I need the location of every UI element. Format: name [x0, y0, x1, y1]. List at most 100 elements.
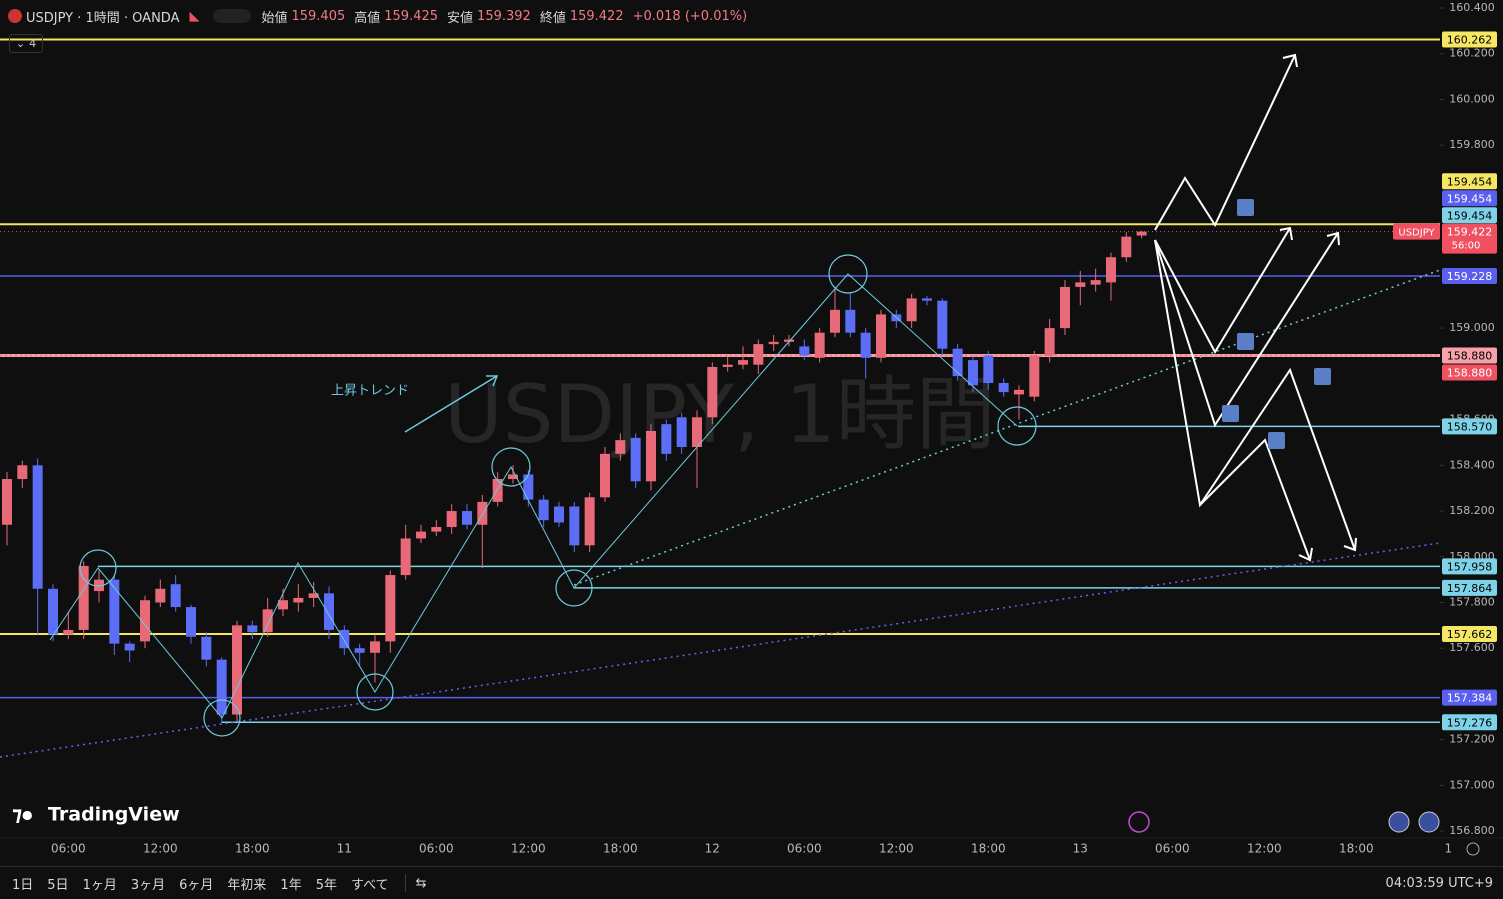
level-label: 159.454: [1447, 192, 1493, 205]
y-tick-label: 157.600: [1449, 641, 1495, 654]
level-label-bg: [1442, 558, 1497, 575]
candle-body: [768, 341, 779, 345]
x-tick-label: 12:00: [143, 842, 178, 856]
symbol[interactable]: USDJPY · 1時間 · OANDA: [26, 10, 180, 26]
level-label-bg: [1442, 207, 1497, 224]
candle-body: [247, 625, 258, 633]
level-label: 157.864: [1447, 582, 1493, 595]
candle-body: [921, 298, 932, 301]
event-icon[interactable]: [1128, 811, 1150, 833]
pivot-circles: [79, 254, 1037, 737]
period-button[interactable]: 3ヶ月: [130, 877, 166, 893]
ohlc-label: 安値: [447, 10, 474, 26]
candle-body: [1121, 236, 1132, 258]
period-button[interactable]: 1日: [12, 877, 34, 893]
y-tick-label: 160.400: [1449, 1, 1495, 14]
x-tick-label: 18:00: [235, 842, 270, 856]
candle-body: [630, 437, 641, 482]
candle-body: [109, 579, 120, 644]
candle-body: [691, 417, 702, 448]
level-label: 158.880: [1447, 350, 1493, 363]
level-label-bg: [1442, 267, 1497, 284]
level-label: 158.880: [1447, 367, 1493, 380]
candle-body: [676, 417, 687, 448]
ohlc-label: 高値: [354, 10, 381, 26]
ohlc-value: 159.405: [291, 8, 346, 24]
level-label: 157.276: [1447, 716, 1493, 729]
flag-icon[interactable]: [1388, 811, 1410, 833]
candle-body: [431, 527, 442, 532]
y-tick-label: 158.400: [1449, 458, 1495, 471]
y-tick-label: 157.000: [1449, 778, 1495, 791]
ohlc-label: 始値: [261, 10, 288, 26]
candle-body: [753, 344, 764, 365]
period-button[interactable]: 年初来: [227, 877, 267, 893]
candle-body: [461, 511, 472, 525]
candle-body: [507, 474, 518, 480]
candle-body: [737, 360, 748, 365]
y-tick-label: 158.200: [1449, 504, 1495, 517]
x-tick-label: 12:00: [879, 842, 914, 856]
flag[interactable]: ◣: [189, 8, 200, 24]
level-label-bg: [1442, 347, 1497, 364]
arrow-icons: [1222, 199, 1331, 449]
y-tick-label: 159.800: [1449, 138, 1495, 151]
period-button[interactable]: 1ヶ月: [82, 877, 117, 893]
axes: 160.400160.200160.000159.800159.000158.6…: [51, 1, 1497, 856]
settings-icon[interactable]: [1466, 842, 1480, 856]
toggles[interactable]: [213, 9, 252, 23]
candle-body: [799, 346, 810, 356]
candle-body: [415, 531, 426, 539]
level-label: 157.958: [1447, 560, 1493, 573]
candle-body: [385, 575, 396, 642]
period-button[interactable]: 1年: [280, 877, 302, 893]
candle-body: [615, 440, 626, 454]
level-label: 159.454: [1447, 175, 1493, 188]
last-price: 159.422: [1447, 226, 1493, 239]
candle-body: [814, 332, 825, 358]
brand: ⁊⦁ TradingView: [12, 802, 180, 826]
y-tick-label: 160.000: [1449, 92, 1495, 105]
candle-body: [1059, 286, 1070, 329]
change: +0.018 (+0.01%): [632, 8, 748, 24]
x-tick-label: 06:00: [1155, 842, 1190, 856]
level-label: 157.384: [1447, 692, 1493, 705]
separator: [404, 874, 406, 892]
countdown: 56:00: [1452, 241, 1481, 252]
candle-body: [293, 597, 304, 603]
watermark: USDJPY, 1時間: [444, 368, 996, 461]
x-tick-label: 18:00: [603, 842, 638, 856]
x-tick-label: 12: [705, 842, 720, 856]
candle-body: [1029, 355, 1040, 397]
flag-icon[interactable]: [1418, 811, 1440, 833]
candle-body: [63, 629, 74, 635]
candle-body: [32, 465, 43, 589]
y-tick-label: 157.200: [1449, 733, 1495, 746]
footer: 1日 5日 1ヶ月 3ヶ月 6ヶ月 年初来 1年 5年 すべて ⇆ 04:03:59 UTC+9: [0, 866, 1503, 899]
period-button[interactable]: すべて: [350, 877, 389, 893]
period-button[interactable]: 5日: [47, 877, 69, 893]
indicator-toggle[interactable]: ⌄ 4: [9, 34, 43, 53]
candle-body: [707, 366, 718, 418]
annotation: 上昇トレンド: [331, 384, 409, 399]
period-button[interactable]: 5年: [315, 877, 337, 893]
ohlc-value: 159.422: [569, 8, 624, 24]
candle-body: [661, 424, 672, 454]
candle-body: [952, 348, 963, 377]
level-label: 157.662: [1447, 628, 1493, 641]
candle-body: [308, 593, 319, 598]
candle-body: [1044, 328, 1055, 356]
candle-body: [967, 360, 978, 386]
candle-body: [906, 298, 917, 322]
candle-body: [78, 565, 89, 630]
annotation-arrow: [404, 375, 498, 433]
symbol-tag: USDJPY: [1398, 228, 1435, 239]
candle-body: [523, 474, 534, 500]
candle-body: [584, 497, 595, 546]
period-button[interactable]: 6ヶ月: [179, 877, 214, 893]
zigzag: [49, 273, 1018, 719]
level-label: 158.570: [1447, 420, 1493, 433]
compare-button[interactable]: ⇆: [415, 875, 427, 891]
